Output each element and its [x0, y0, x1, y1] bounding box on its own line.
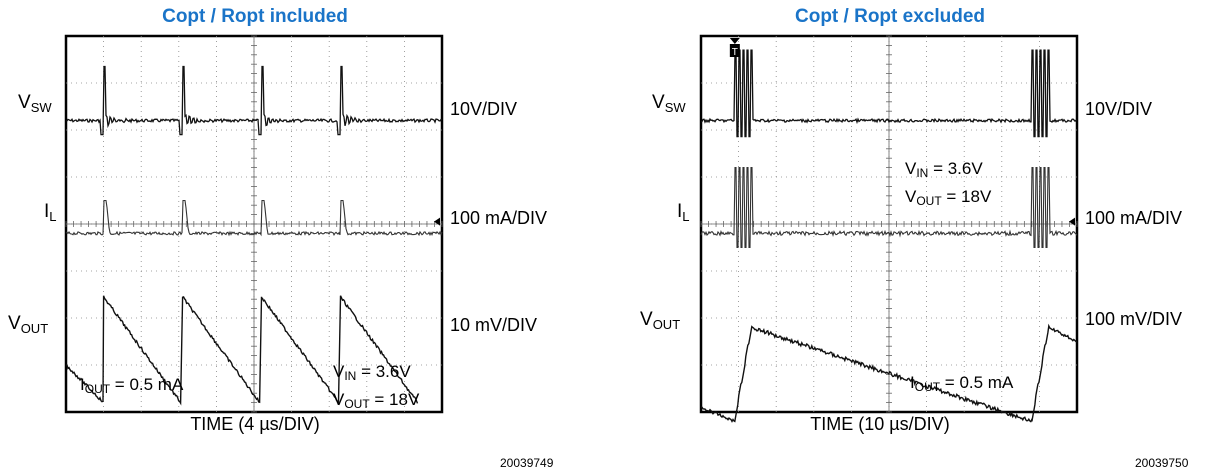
signal-label-il: IL — [677, 201, 690, 224]
figure-code: 20039750 — [1135, 456, 1189, 470]
iout-annotation: IOUT = 0.5 mA — [80, 375, 184, 396]
scale-label-il: 100 mA/DIV — [450, 208, 548, 228]
signal-label-vsw: VSW — [18, 92, 52, 115]
channel-marker — [434, 217, 440, 226]
chart-title: Copt / Ropt included — [162, 6, 348, 27]
x-axis-label: TIME (4 µs/DIV) — [190, 414, 320, 434]
trigger-marker — [729, 44, 740, 57]
scale-label-vsw: 10V/DIV — [1085, 99, 1153, 119]
trace-vout — [700, 323, 1078, 423]
trace-il — [65, 199, 443, 237]
x-axis-label: TIME (10 µs/DIV) — [810, 414, 950, 434]
scale-label-vout: 10 mV/DIV — [450, 315, 538, 335]
signal-label-vsw: VSW — [652, 92, 686, 115]
vin-vout-annotation: VIN = 3.6V VOUT = 18V — [905, 159, 992, 208]
trace-vsw — [65, 65, 443, 136]
trace-vsw — [700, 49, 1078, 138]
chart-title: Copt / Ropt excluded — [795, 6, 985, 27]
vin-vout-annotation: VIN = 3.6V VOUT = 18V — [333, 362, 420, 411]
trigger-marker-arrow — [729, 38, 740, 44]
scale-label-vout: 100 mV/DIV — [1085, 309, 1183, 329]
signal-label-vout: VOUT — [640, 309, 681, 332]
trigger-marker-label: T — [732, 47, 738, 58]
scale-label-vsw: 10V/DIV — [450, 99, 518, 119]
channel-marker — [1069, 217, 1075, 226]
scale-label-il: 100 mA/DIV — [1085, 208, 1183, 228]
trace-vout — [65, 295, 419, 406]
iout-annotation: IOUT = 0.5 mA — [910, 373, 1014, 394]
figure-code: 20039749 — [500, 456, 554, 470]
signal-label-il: IL — [44, 201, 57, 224]
signal-label-vout: VOUT — [8, 313, 49, 336]
trace-il — [700, 167, 1078, 248]
